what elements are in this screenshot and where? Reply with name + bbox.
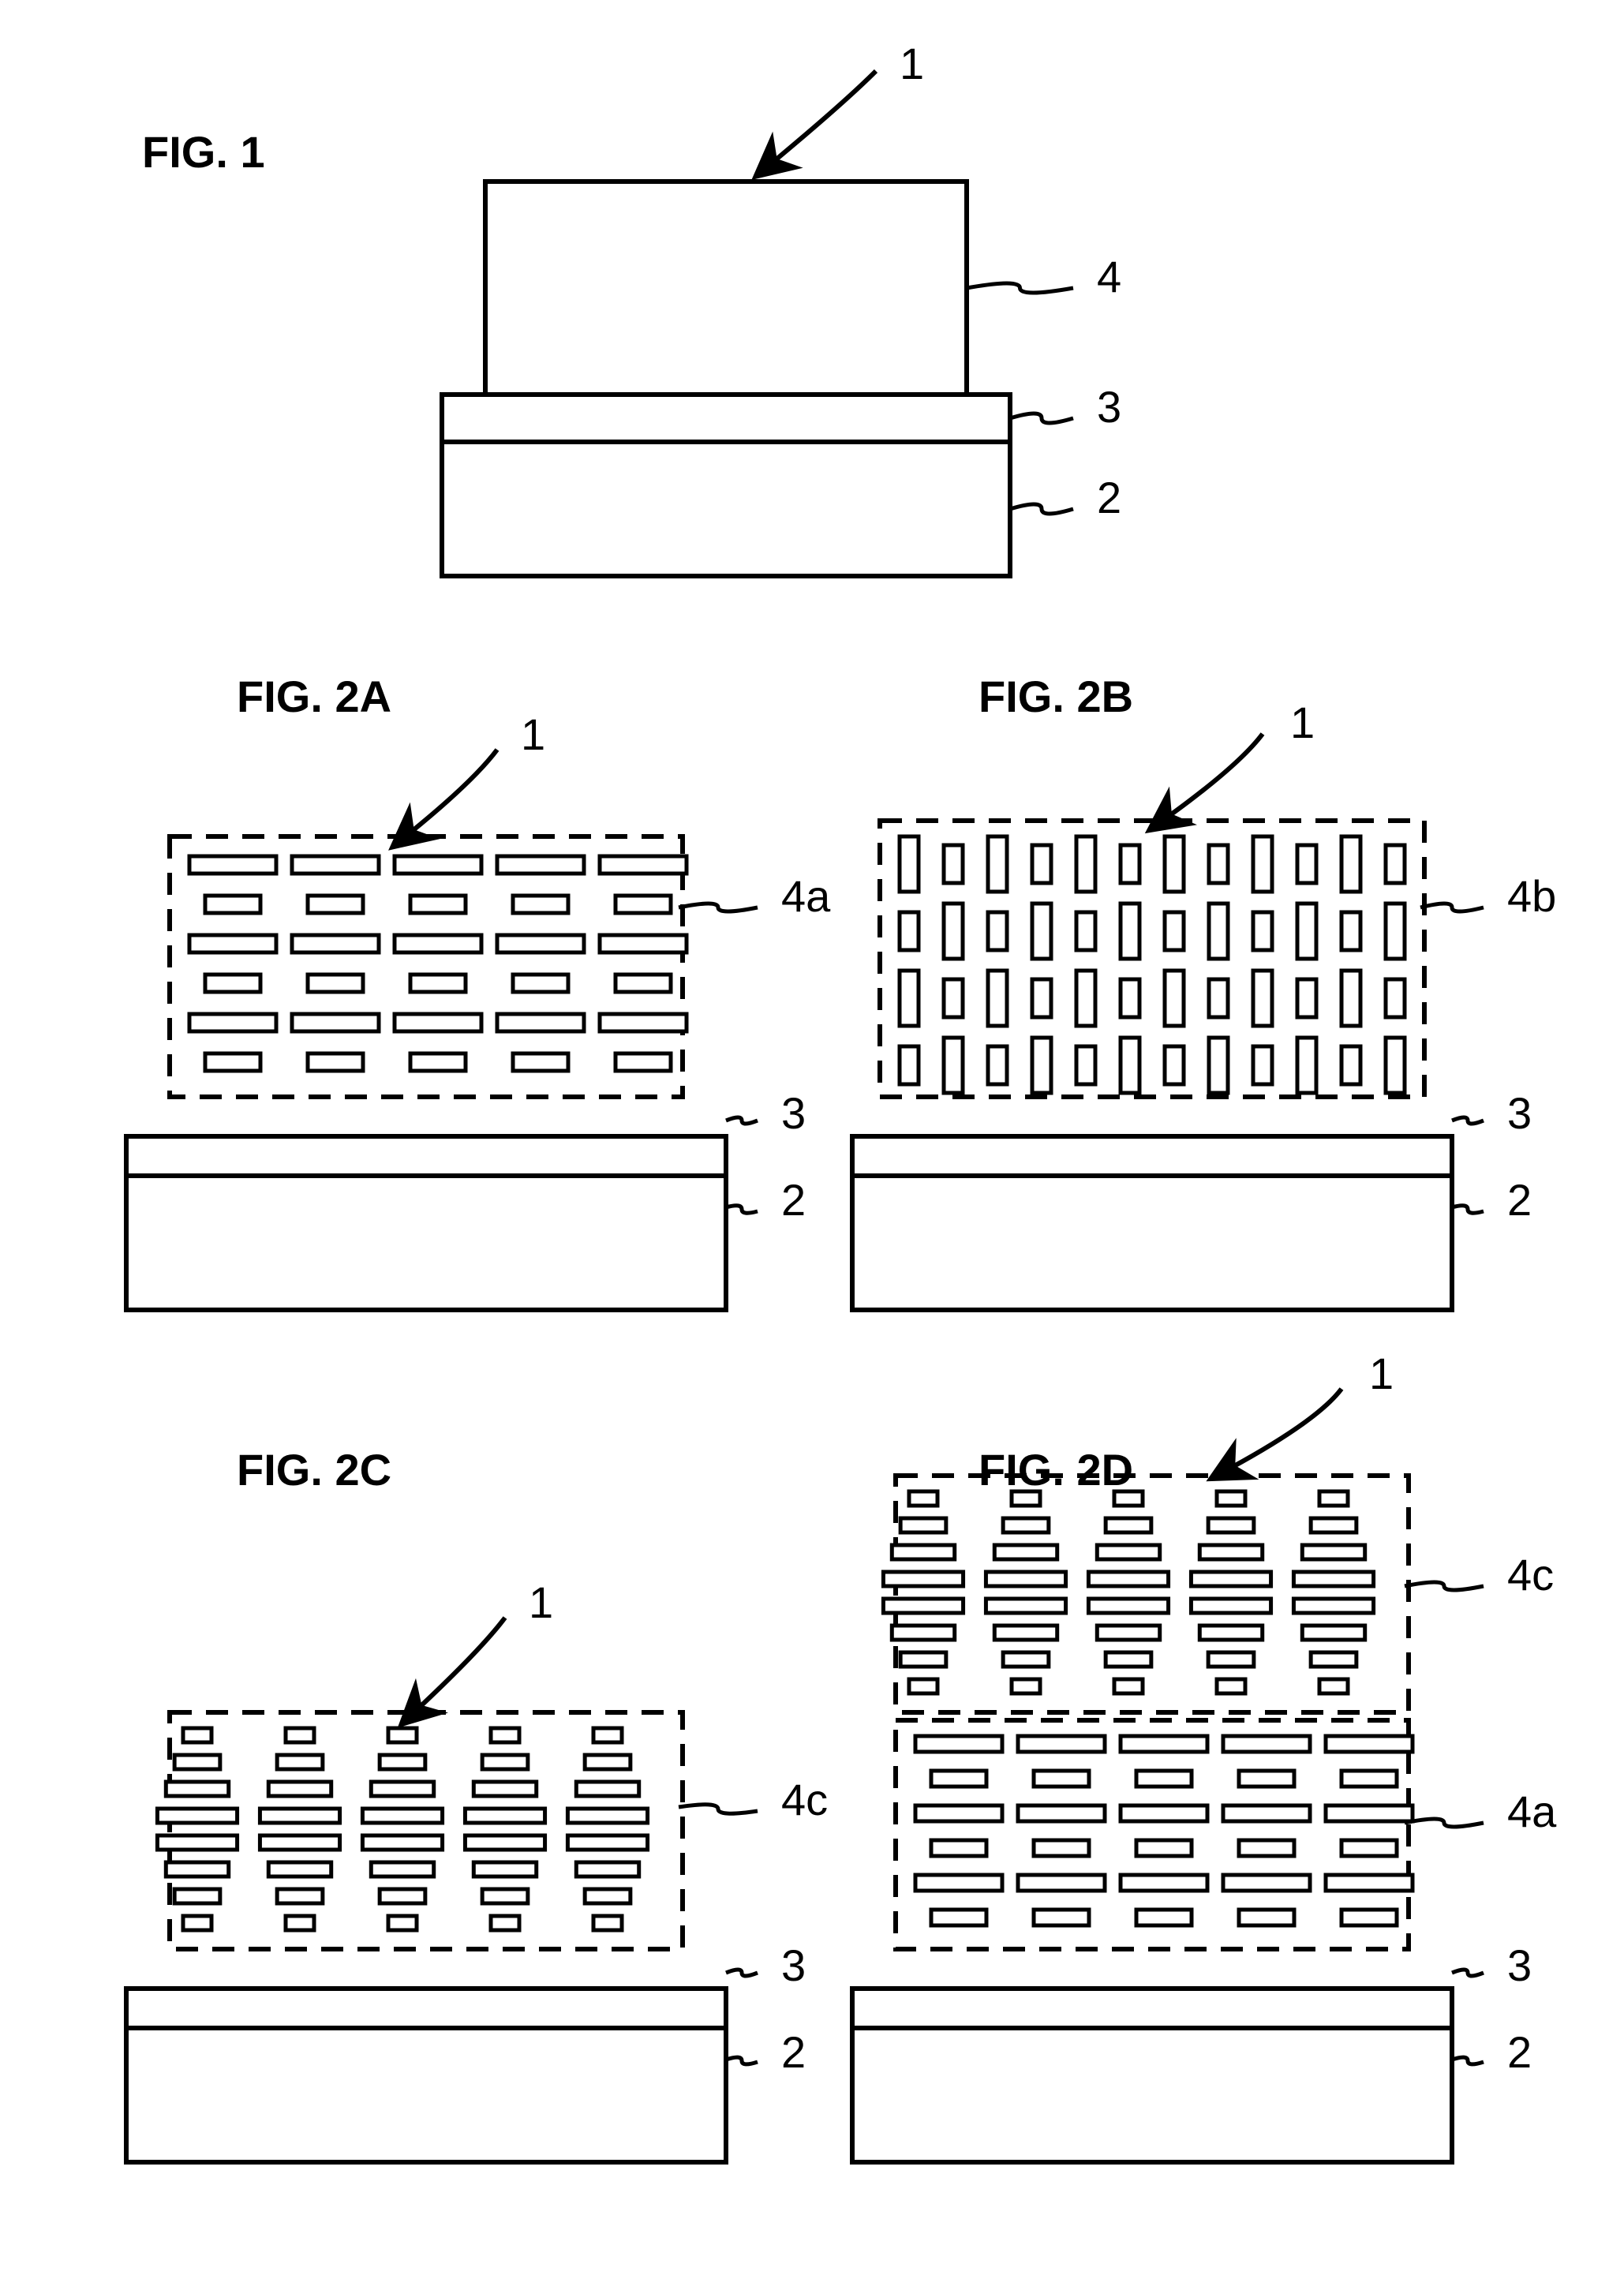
fig2b-group: 1 4b 3 2 bbox=[852, 698, 1556, 1310]
svg-text:1: 1 bbox=[1369, 1349, 1394, 1398]
label-fig2c: FIG. 2C bbox=[237, 1444, 391, 1495]
svg-text:2: 2 bbox=[1507, 2027, 1532, 2077]
label-fig1: FIG. 1 bbox=[142, 126, 265, 178]
svg-text:3: 3 bbox=[1507, 1940, 1532, 1990]
svg-text:4c: 4c bbox=[1507, 1550, 1554, 1600]
fig2d-group: 1 4c 4a 3 2 bbox=[852, 1349, 1557, 2162]
fig1-group: 1 4 3 2 bbox=[442, 39, 1121, 576]
page-root: FIG. 1 FIG. 2A FIG. 2B FIG. 2C FIG. 2D 1… bbox=[0, 0, 1624, 2275]
svg-text:4a: 4a bbox=[1507, 1787, 1557, 1836]
svg-text:1: 1 bbox=[529, 1577, 553, 1627]
svg-text:2: 2 bbox=[1097, 473, 1121, 522]
fig2a-group: 1 4a 3 2 bbox=[126, 709, 831, 1310]
label-fig2a: FIG. 2A bbox=[237, 671, 391, 722]
svg-text:1: 1 bbox=[521, 709, 545, 759]
svg-text:2: 2 bbox=[781, 2027, 806, 2077]
svg-text:3: 3 bbox=[781, 1940, 806, 1990]
svg-text:3: 3 bbox=[1507, 1088, 1532, 1138]
svg-text:3: 3 bbox=[1097, 382, 1121, 432]
svg-text:4a: 4a bbox=[781, 871, 831, 921]
svg-text:4c: 4c bbox=[781, 1775, 828, 1824]
svg-text:2: 2 bbox=[781, 1175, 806, 1225]
fig2c-group: 1 4c 3 2 bbox=[126, 1577, 828, 2162]
label-fig2b: FIG. 2B bbox=[979, 671, 1133, 722]
svg-text:4b: 4b bbox=[1507, 871, 1556, 921]
label-fig2d: FIG. 2D bbox=[979, 1444, 1133, 1495]
svg-text:1: 1 bbox=[1290, 698, 1315, 747]
svg-text:3: 3 bbox=[781, 1088, 806, 1138]
svg-text:2: 2 bbox=[1507, 1175, 1532, 1225]
svg-text:4: 4 bbox=[1097, 252, 1121, 301]
svg-text:1: 1 bbox=[900, 39, 924, 88]
diagram-canvas: 1 4 3 2 1 4a 3 2 1 4b 3 2 1 4c 3 2 1 4c 4a 3 2 bbox=[0, 0, 1624, 2275]
